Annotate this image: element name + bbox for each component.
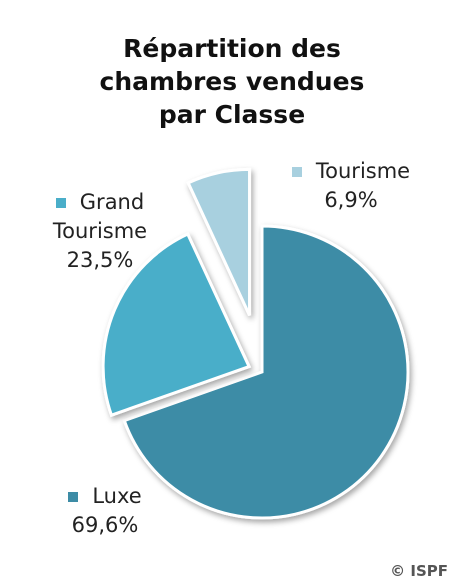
legend-swatch bbox=[291, 167, 302, 177]
chart-title: Répartition des chambres vendues par Cla… bbox=[99, 34, 365, 129]
pie-slice bbox=[186, 167, 252, 316]
slice-label: Grand Tourisme 23,5% bbox=[20, 188, 180, 275]
pie-slice bbox=[122, 224, 410, 520]
legend-swatch bbox=[68, 492, 79, 502]
value-label: 69,6% bbox=[71, 513, 139, 537]
value-label: 23,5% bbox=[66, 248, 134, 272]
pie-slice bbox=[101, 232, 252, 418]
source: © ISPF bbox=[390, 562, 448, 580]
value-label: 6,9% bbox=[324, 188, 378, 212]
category-label: Tourisme bbox=[315, 159, 411, 183]
category-label: Luxe bbox=[92, 484, 142, 508]
category-label: Grand Tourisme bbox=[52, 190, 148, 243]
slice-label: Luxe 69,6% bbox=[30, 482, 180, 540]
legend-swatch bbox=[55, 198, 66, 208]
slice-label: Tourisme 6,9% bbox=[276, 157, 426, 215]
